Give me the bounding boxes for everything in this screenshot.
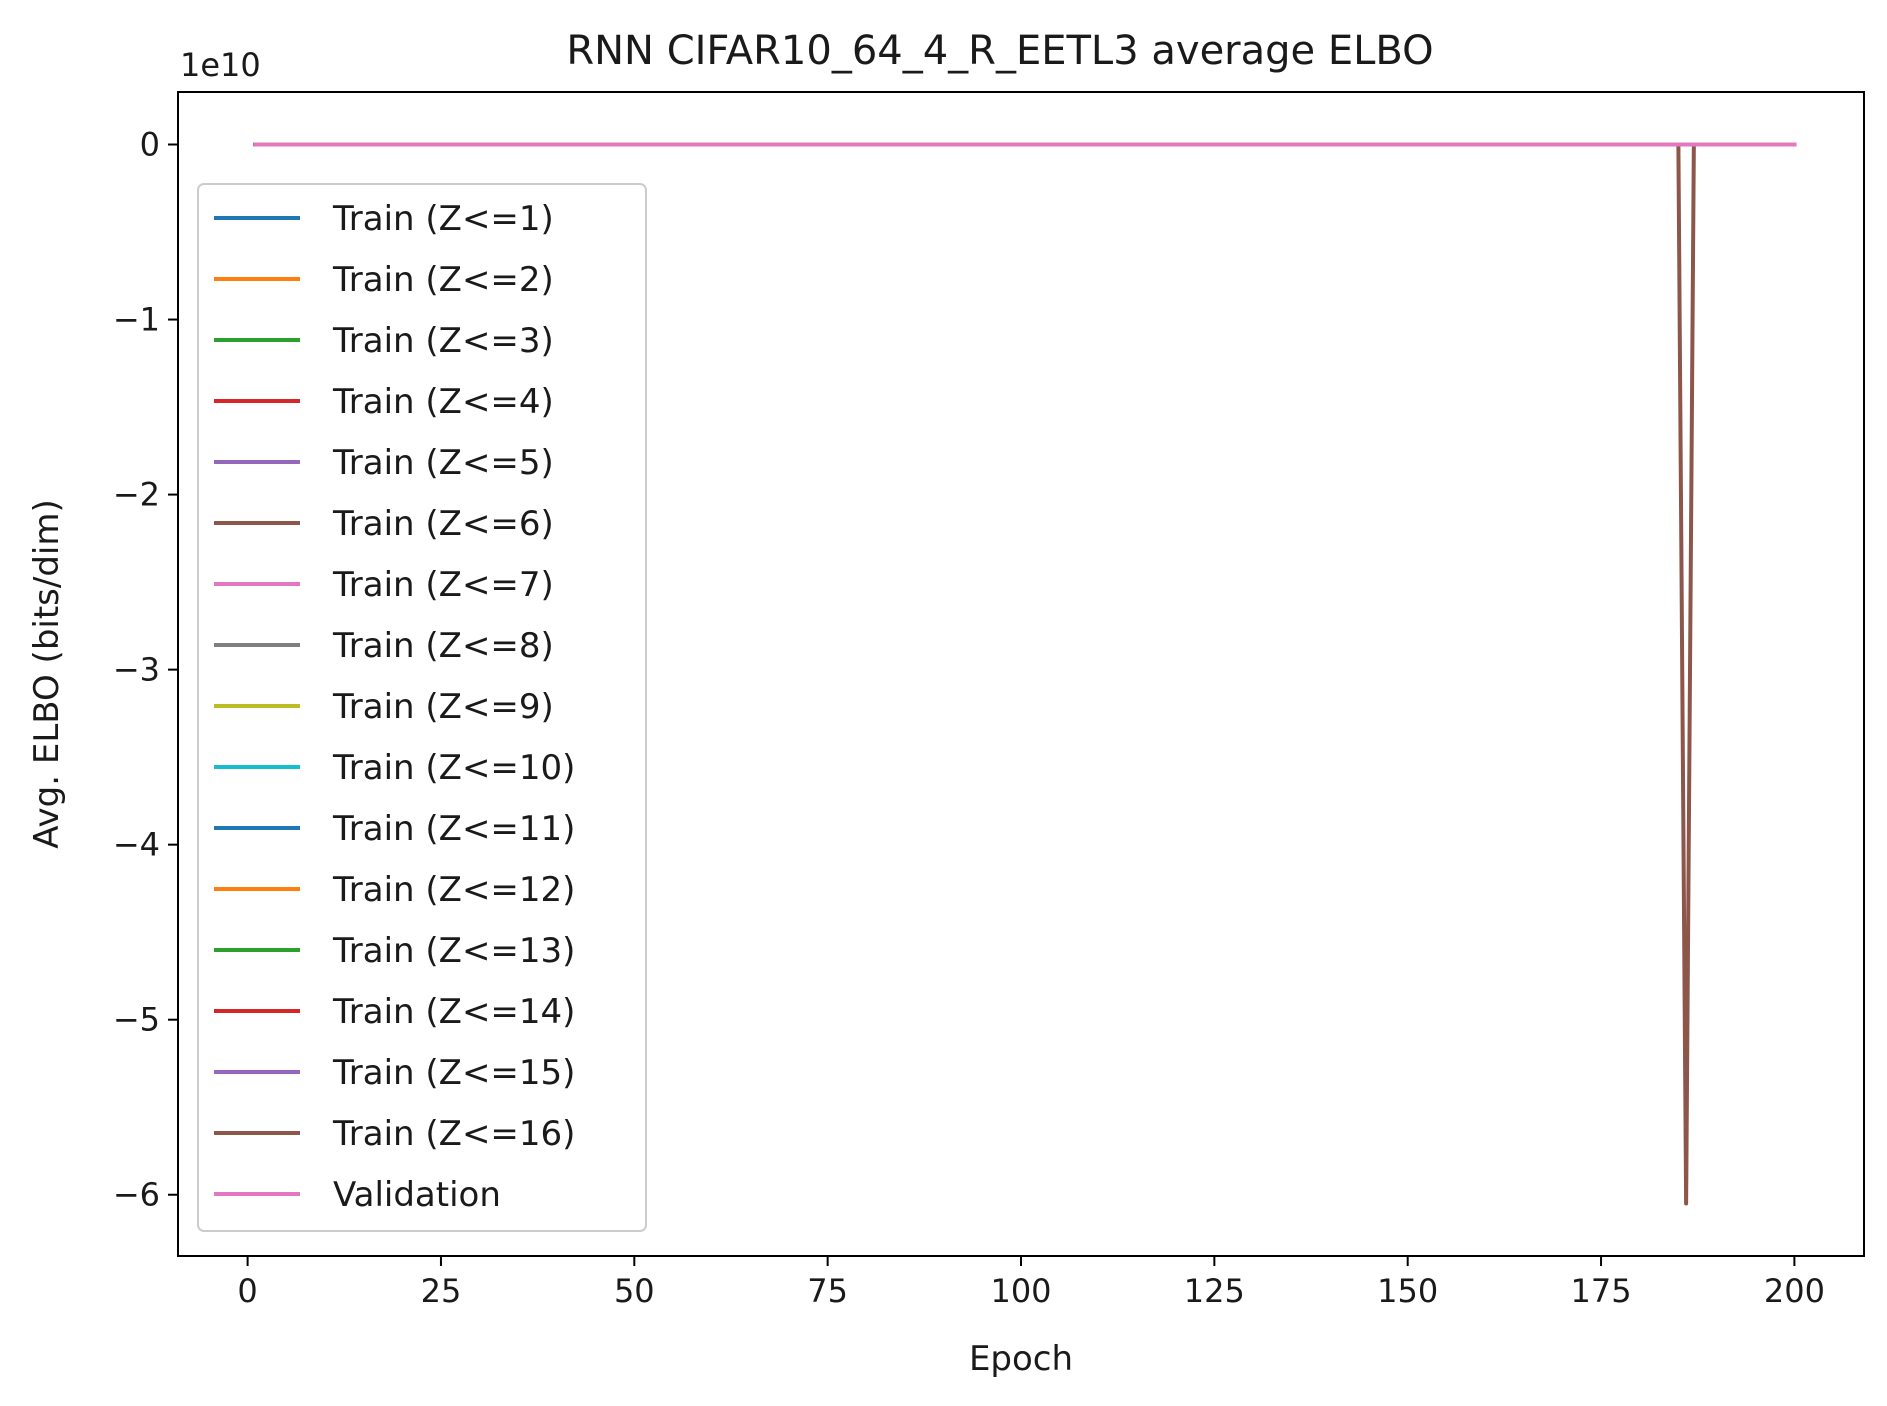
legend-box xyxy=(197,183,647,1232)
y-axis-ticks: 0 −1 −2 −3 −4 −5 −6 xyxy=(113,126,178,1214)
series-layer xyxy=(253,142,1797,1206)
x-tick-label: 150 xyxy=(1377,1272,1438,1310)
y-tick-label: 0 xyxy=(140,126,160,164)
legend-label-15: Train (Z<=15) xyxy=(332,1053,575,1093)
legend-label-7: Train (Z<=7) xyxy=(332,565,554,605)
x-axis-ticks: 0 25 50 75 100 125 150 175 200 xyxy=(237,1256,1825,1310)
legend-label-1: Train (Z<=1) xyxy=(332,199,554,239)
legend-label-10: Train (Z<=10) xyxy=(332,748,575,788)
legend-entries: Train (Z<=1) Train (Z<=2) Train (Z<=3) Trai… xyxy=(214,199,575,1215)
legend: Train (Z<=1) Train (Z<=2) Train (Z<=3) Trai… xyxy=(197,183,647,1232)
legend-label-6: Train (Z<=6) xyxy=(332,504,554,544)
y-offset-label: 1e10 xyxy=(180,46,261,84)
x-tick-label: 0 xyxy=(237,1272,257,1310)
legend-label-8: Train (Z<=8) xyxy=(332,626,554,666)
y-tick-label: −6 xyxy=(113,1176,160,1214)
legend-label-13: Train (Z<=13) xyxy=(332,931,575,971)
legend-label-14: Train (Z<=14) xyxy=(332,992,575,1032)
legend-label-16: Train (Z<=16) xyxy=(332,1114,575,1154)
x-tick-label: 100 xyxy=(990,1272,1051,1310)
x-tick-label: 125 xyxy=(1184,1272,1245,1310)
legend-label-5: Train (Z<=5) xyxy=(332,443,554,483)
x-tick-label: 50 xyxy=(614,1272,655,1310)
chart-title: RNN CIFAR10_64_4_R_EETL3 average ELBO xyxy=(566,28,1433,74)
legend-label-9: Train (Z<=9) xyxy=(332,687,554,727)
y-tick-label: −1 xyxy=(113,301,160,339)
y-tick-label: −4 xyxy=(113,826,160,864)
x-tick-label: 175 xyxy=(1571,1272,1632,1310)
legend-label-3: Train (Z<=3) xyxy=(332,321,554,361)
legend-label-17: Validation xyxy=(333,1175,501,1215)
x-tick-label: 75 xyxy=(807,1272,848,1310)
y-tick-label: −3 xyxy=(113,651,160,689)
legend-label-12: Train (Z<=12) xyxy=(332,870,575,910)
y-tick-label: −5 xyxy=(113,1001,160,1039)
legend-label-2: Train (Z<=2) xyxy=(332,260,554,300)
x-axis-label: Epoch xyxy=(969,1339,1073,1379)
legend-label-11: Train (Z<=11) xyxy=(332,809,575,849)
x-tick-label: 25 xyxy=(421,1272,462,1310)
y-axis-label: Avg. ELBO (bits/dim) xyxy=(27,499,67,849)
legend-label-4: Train (Z<=4) xyxy=(332,382,554,422)
x-tick-label: 200 xyxy=(1764,1272,1825,1310)
y-tick-label: −2 xyxy=(113,476,160,514)
